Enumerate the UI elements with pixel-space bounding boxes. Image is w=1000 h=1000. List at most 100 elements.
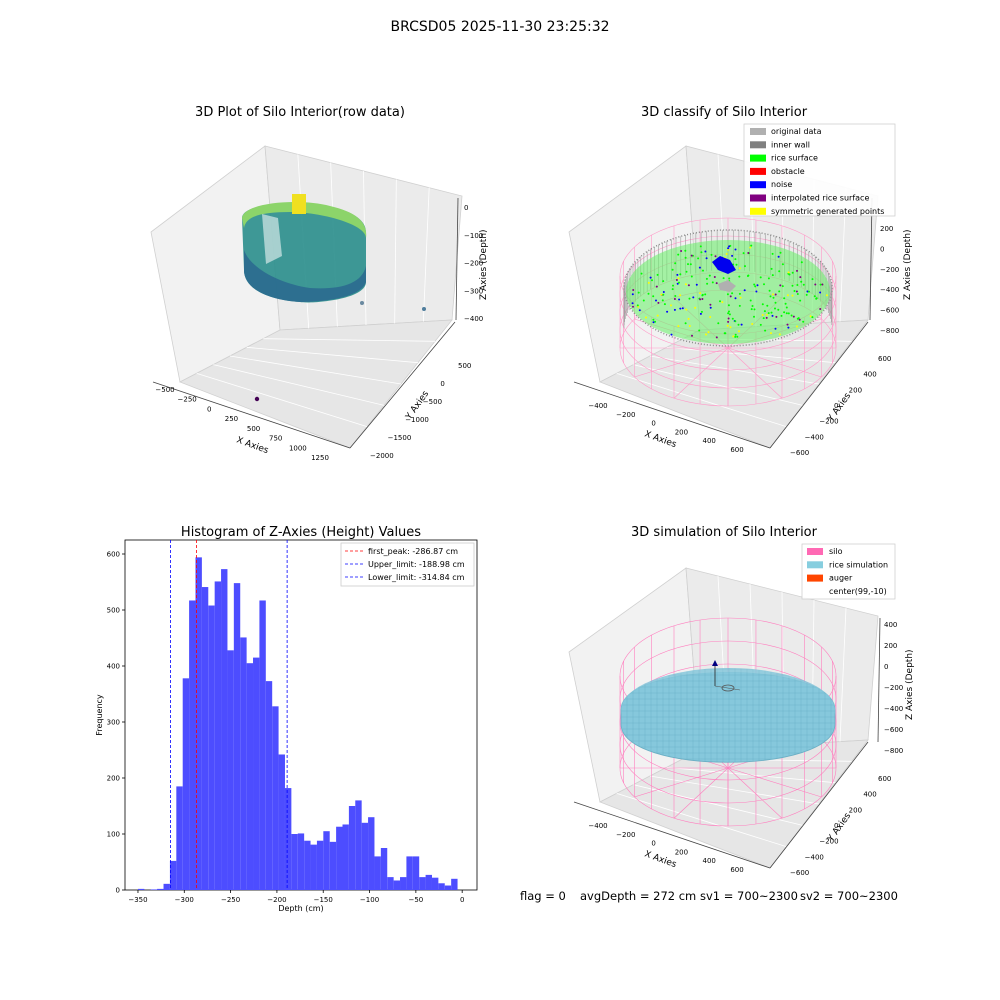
classified-point [739, 296, 742, 299]
classified-point [689, 263, 692, 266]
classified-point [780, 314, 783, 317]
p4-tick-labels: −400−20002004006006004002000−200−400−600… [588, 621, 903, 877]
classified-point [679, 273, 682, 276]
classified-point [698, 266, 701, 269]
classified-point [747, 274, 750, 277]
classified-point [688, 297, 691, 300]
x-tick-label: 0 [460, 896, 464, 904]
y-tick-label: 500 [107, 607, 120, 615]
classified-point [781, 263, 784, 266]
classified-point [677, 277, 680, 280]
tick-label: −400 [880, 286, 899, 294]
hist-bar [329, 841, 337, 890]
x-tick-label: −350 [128, 896, 147, 904]
classified-point [814, 283, 817, 286]
hist-bar [310, 844, 317, 890]
classified-point [737, 323, 740, 326]
p4-legend: silo rice simulation auger center(99,-10) [801, 543, 896, 600]
hist-bar [176, 786, 183, 890]
gridline [422, 187, 430, 322]
p4-ylabel: Y Axies [826, 811, 854, 844]
tick-label: −600 [880, 307, 899, 315]
classified-point [770, 311, 773, 314]
gridline [213, 364, 385, 406]
classified-point [772, 293, 775, 296]
hist-bar [221, 569, 228, 890]
hist-bar [259, 600, 266, 890]
tick-label: −200 [616, 831, 635, 839]
hist-bar [425, 874, 432, 890]
classified-point [785, 306, 788, 309]
classified-point [709, 316, 712, 318]
classified-point [727, 317, 730, 320]
y-tick-label: 600 [107, 551, 120, 559]
classified-point [723, 332, 726, 335]
p2-xlabel: X Axies [643, 429, 678, 450]
classified-point [711, 281, 714, 284]
classified-point [727, 247, 730, 250]
hist-bar [387, 877, 394, 890]
classified-point [771, 314, 774, 317]
classified-point [694, 306, 697, 309]
classified-point [725, 253, 728, 255]
tick-label: 0 [884, 663, 888, 671]
classified-point [791, 284, 794, 287]
p2-zlabel: Z Axies (Depth) [903, 229, 913, 300]
classified-point [700, 251, 703, 254]
classified-point [684, 283, 687, 286]
status-line: flag = 0 avgDepth = 272 cm sv1 = 700~230… [520, 889, 898, 903]
hist-bar [272, 706, 279, 890]
classified-point [731, 254, 734, 257]
classified-point [796, 293, 799, 295]
classified-point [632, 289, 635, 291]
hist-bar [336, 826, 343, 890]
legend-label: obstacle [771, 167, 805, 176]
classified-point [767, 277, 770, 280]
classified-point [695, 283, 698, 286]
classified-point [717, 322, 720, 325]
silo-spoke [727, 767, 822, 798]
hist-bar [195, 557, 202, 890]
legend-swatch [750, 181, 766, 189]
figure-title: BRCSD05 2025-11-30 23:25:32 [390, 19, 609, 35]
classified-point [783, 311, 786, 314]
tick-label: −600 [884, 726, 903, 734]
tick-label: −400 [588, 402, 607, 410]
classified-point [750, 244, 753, 247]
classified-point [631, 302, 634, 305]
classified-point [738, 292, 741, 295]
tick-label: −400 [588, 822, 607, 830]
p1-z-axis [455, 197, 459, 321]
classified-point [640, 272, 643, 275]
classified-point [714, 255, 717, 258]
hist-bar [284, 788, 292, 890]
tick-label: 400 [884, 621, 897, 629]
classified-point [671, 288, 674, 291]
hist-bar [214, 581, 222, 890]
classified-point [755, 290, 758, 293]
x-tick-label: −100 [360, 896, 379, 904]
hist-vlines [170, 540, 288, 890]
classified-point [799, 299, 802, 302]
classified-point [721, 301, 724, 304]
classified-point [768, 289, 771, 292]
classified-point [786, 323, 789, 326]
classified-point [705, 333, 707, 336]
classified-point [642, 299, 645, 302]
p2-legend-box [743, 123, 896, 217]
classified-point [684, 249, 687, 252]
classified-point [656, 273, 659, 276]
y-tick-label: 100 [107, 831, 120, 839]
silo-spoke [634, 347, 729, 378]
hist-bar [246, 663, 254, 890]
hist-bar [189, 600, 196, 890]
p1-cloud-rim [242, 202, 367, 238]
p2-z-axis [869, 197, 873, 321]
x-tick-label: −300 [175, 896, 194, 904]
classified-point [674, 262, 677, 265]
p2-tick-labels: −400−20002004006006004002000−200−400−600… [588, 225, 899, 457]
classified-point [713, 276, 716, 278]
tick-label: −1000 [405, 416, 429, 424]
legend-swatch [807, 548, 823, 555]
hist-bar [380, 848, 388, 890]
